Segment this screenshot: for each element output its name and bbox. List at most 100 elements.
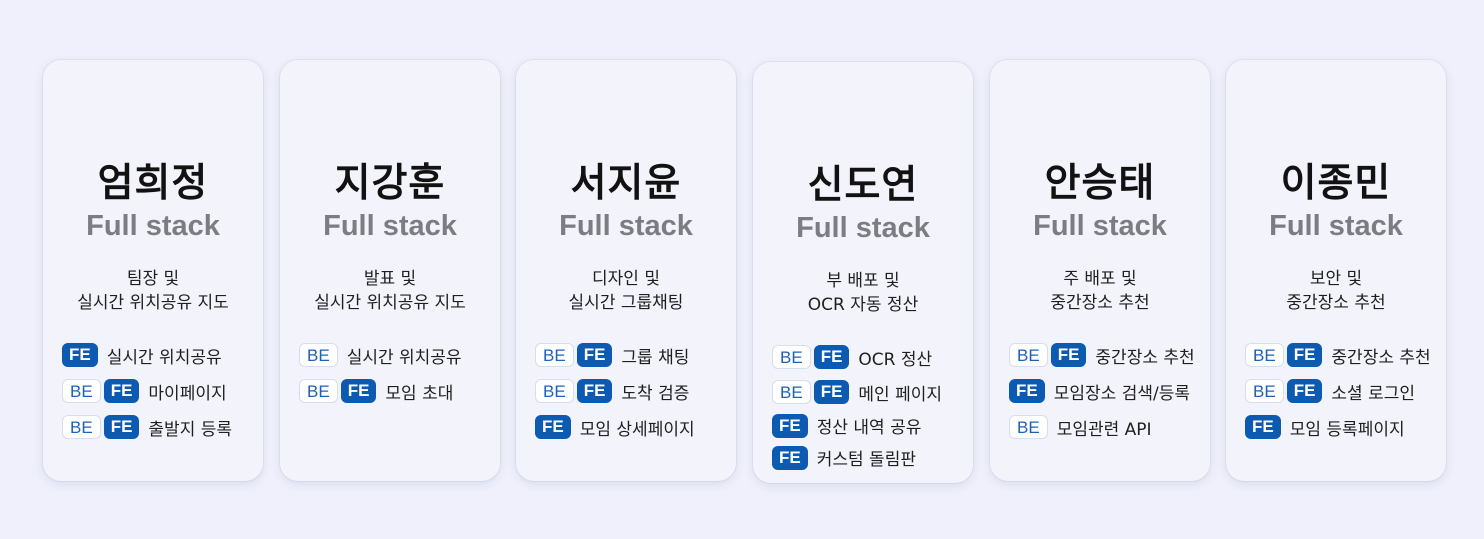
member-name: 신도연 — [807, 163, 919, 208]
be-badge: BE — [535, 379, 574, 403]
task-item: FE 커스텀 돌림판 — [772, 445, 969, 470]
member-role: Full stack — [1269, 210, 1403, 242]
task-item: BE 실시간 위치공유 — [299, 341, 496, 369]
task-label: 중간장소 추천 — [1095, 347, 1195, 368]
member-description: 부 배포 및 OCR 자동 정산 — [753, 269, 973, 317]
member-name: 서지윤 — [570, 161, 682, 206]
be-badge: BE — [772, 380, 811, 404]
fe-badge: FE — [62, 343, 98, 367]
description-line: 디자인 및 — [592, 269, 660, 289]
description-line: 중간장소 추천 — [1050, 293, 1150, 313]
task-item: BE FE 모임 초대 — [299, 377, 496, 405]
task-label: 소셜 로그인 — [1331, 383, 1416, 404]
task-label: 모임 등록페이지 — [1289, 419, 1405, 440]
be-badge: BE — [535, 343, 574, 367]
task-item: BE FE 메인 페이지 — [772, 378, 969, 406]
task-list: BE FE 중간장소 추천 FE 모임장소 검색/등록 BE 모임관련 API — [1009, 341, 1206, 449]
task-item: BE 모임관련 API — [1009, 413, 1206, 441]
task-item: BE FE 소셜 로그인 — [1245, 377, 1442, 405]
task-list: BE 실시간 위치공유 BE FE 모임 초대 — [299, 341, 496, 413]
be-badge: BE — [62, 379, 101, 403]
description-line: 주 배포 및 — [1063, 269, 1137, 289]
fe-badge: FE — [340, 379, 377, 403]
task-item: FE 모임 등록페이지 — [1245, 413, 1442, 441]
member-card: 이종민 Full stack 보안 및 중간장소 추천 BE FE 중간장소 추… — [1226, 60, 1446, 481]
task-label: 메인 페이지 — [858, 384, 943, 405]
member-role: Full stack — [1033, 210, 1167, 242]
member-card: 안승태 Full stack 주 배포 및 중간장소 추천 BE FE 중간장소… — [990, 60, 1210, 481]
fe-badge: FE — [772, 445, 808, 470]
member-card: 신도연 Full stack 부 배포 및 OCR 자동 정산 BE FE OC… — [753, 62, 973, 483]
member-description: 디자인 및 실시간 그룹채팅 — [516, 267, 736, 315]
fe-badge: FE — [103, 379, 140, 403]
task-label: 도착 검증 — [621, 383, 690, 404]
member-card: 지강훈 Full stack 발표 및 실시간 위치공유 지도 BE 실시간 위… — [280, 60, 500, 481]
description-line: 보안 및 — [1309, 269, 1363, 289]
be-badge: BE — [62, 415, 101, 439]
member-description: 주 배포 및 중간장소 추천 — [990, 267, 1210, 315]
task-label: 정산 내역 공유 — [816, 418, 922, 438]
member-name: 지강훈 — [334, 161, 446, 206]
be-badge: BE — [299, 343, 338, 367]
member-name: 엄희정 — [97, 161, 209, 206]
member-role: Full stack — [86, 210, 220, 242]
be-badge: BE — [1245, 343, 1284, 367]
description-line: 중간장소 추천 — [1286, 293, 1386, 313]
task-label: 모임관련 API — [1056, 419, 1152, 440]
fe-badge: FE — [1050, 343, 1087, 367]
member-description: 팀장 및 실시간 위치공유 지도 — [43, 267, 263, 315]
member-name: 이종민 — [1280, 161, 1392, 206]
be-badge: BE — [1009, 415, 1048, 439]
task-item: FE 정산 내역 공유 — [772, 413, 969, 438]
fe-badge: FE — [103, 415, 140, 439]
task-item: BE FE 출발지 등록 — [62, 413, 259, 441]
task-item: BE FE 중간장소 추천 — [1245, 341, 1442, 369]
member-role: Full stack — [323, 210, 457, 242]
description-line: 실시간 그룹채팅 — [568, 293, 684, 313]
task-label: 마이페이지 — [148, 383, 227, 404]
task-item: BE FE 마이페이지 — [62, 377, 259, 405]
description-line: 실시간 위치공유 지도 — [77, 293, 229, 313]
description-line: 실시간 위치공유 지도 — [314, 293, 466, 313]
be-badge: BE — [772, 345, 811, 369]
fe-badge: FE — [772, 413, 808, 438]
task-label: 출발지 등록 — [148, 419, 233, 440]
task-item: BE FE 그룹 채팅 — [535, 341, 732, 369]
be-badge: BE — [299, 379, 338, 403]
member-role: Full stack — [796, 212, 930, 244]
task-item: BE FE 중간장소 추천 — [1009, 341, 1206, 369]
be-badge: BE — [1009, 343, 1048, 367]
description-line: OCR 자동 정산 — [807, 295, 919, 315]
member-description: 발표 및 실시간 위치공유 지도 — [280, 267, 500, 315]
description-line: 팀장 및 — [126, 269, 180, 289]
task-label: 중간장소 추천 — [1331, 347, 1431, 368]
task-label: 모임 초대 — [385, 383, 454, 404]
fe-badge: FE — [1245, 415, 1281, 439]
task-label: 실시간 위치공유 — [346, 347, 462, 368]
task-item: FE 실시간 위치공유 — [62, 341, 259, 369]
task-label: 실시간 위치공유 — [106, 347, 222, 368]
task-list: BE FE OCR 정산 BE FE 메인 페이지 FE 정산 내역 공유 FE… — [772, 343, 969, 477]
task-label: 모임장소 검색/등록 — [1053, 383, 1190, 404]
task-label: 모임 상세페이지 — [579, 419, 695, 440]
fe-badge: FE — [1286, 379, 1323, 403]
task-list: FE 실시간 위치공유 BE FE 마이페이지 BE FE 출발지 등록 — [62, 341, 259, 449]
member-card: 엄희정 Full stack 팀장 및 실시간 위치공유 지도 FE 실시간 위… — [43, 60, 263, 481]
task-item: FE 모임장소 검색/등록 — [1009, 377, 1206, 405]
be-badge: BE — [1245, 379, 1284, 403]
fe-badge: FE — [576, 343, 613, 367]
task-list: BE FE 중간장소 추천 BE FE 소셜 로그인 FE 모임 등록페이지 — [1245, 341, 1442, 449]
member-description: 보안 및 중간장소 추천 — [1226, 267, 1446, 315]
member-role: Full stack — [559, 210, 693, 242]
task-item: BE FE OCR 정산 — [772, 343, 969, 371]
description-line: 부 배포 및 — [826, 271, 900, 291]
task-list: BE FE 그룹 채팅 BE FE 도착 검증 FE 모임 상세페이지 — [535, 341, 732, 449]
fe-badge: FE — [1009, 379, 1045, 403]
member-name: 안승태 — [1044, 161, 1156, 206]
fe-badge: FE — [1286, 343, 1323, 367]
member-card: 서지윤 Full stack 디자인 및 실시간 그룹채팅 BE FE 그룹 채… — [516, 60, 736, 481]
task-label: 그룹 채팅 — [621, 347, 690, 368]
fe-badge: FE — [576, 379, 613, 403]
fe-badge: FE — [813, 345, 850, 369]
